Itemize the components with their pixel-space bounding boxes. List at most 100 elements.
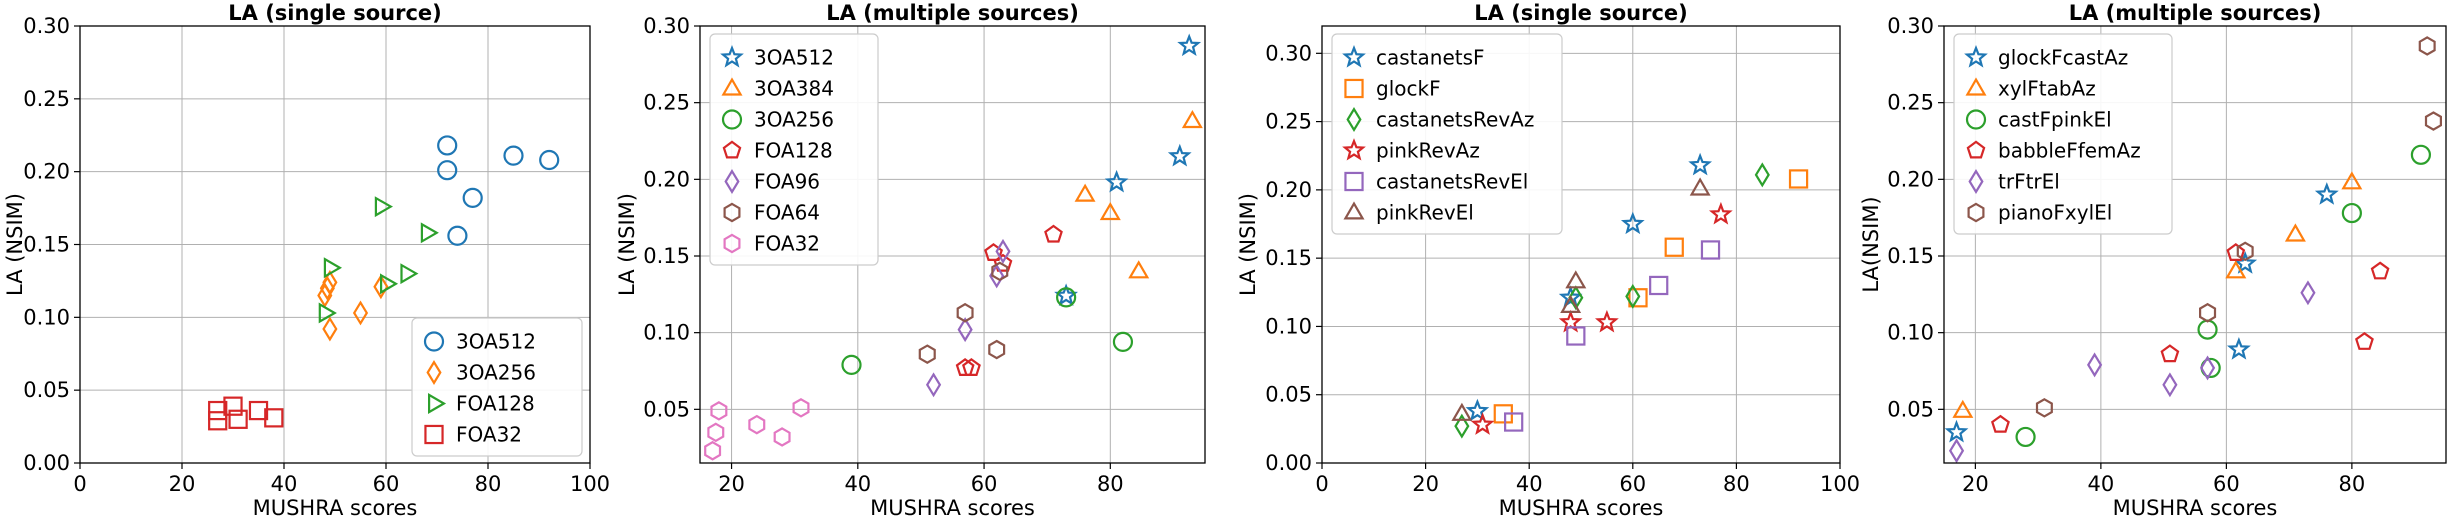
chart-2: 20 40 60 80 0.05 0.10 0.15 0.20 0.25 0.30 LA (mult… <box>615 1 1206 518</box>
data-point <box>208 411 228 431</box>
data-point <box>1948 438 1965 464</box>
y-tick-label: 0.15 <box>1887 244 1934 268</box>
y-tick-label: 0.30 <box>1265 41 1312 65</box>
data-point <box>2355 331 2374 350</box>
data-point <box>1620 211 1645 235</box>
data-point <box>2225 260 2247 279</box>
data-point <box>437 135 458 156</box>
chart-title: LA (single source) <box>228 1 442 25</box>
x-tick-label: 0 <box>73 472 86 496</box>
legend-marker <box>1965 77 1987 96</box>
data-point <box>248 400 269 421</box>
data-point <box>1649 275 1669 296</box>
series-trFtrEl <box>1948 280 2316 464</box>
data-point <box>1944 419 1969 443</box>
data-point <box>1991 414 2010 433</box>
legend: castanetsF glockF castanetsRevAz pinkRevAz c… <box>1331 33 1563 235</box>
legend-marker <box>1968 169 1984 194</box>
data-point <box>380 273 399 295</box>
data-point <box>2236 241 2254 262</box>
series-glockF <box>1493 169 1809 424</box>
x-tick-label: 20 <box>169 472 196 496</box>
data-point <box>1112 331 1134 352</box>
series-glockFcastAz <box>1944 182 2339 443</box>
data-point <box>773 427 791 447</box>
legend-label: FOA32 <box>754 232 820 256</box>
plot-frame <box>699 25 1206 464</box>
legend-label: FOA128 <box>754 139 833 163</box>
series-FOA64 <box>918 261 1009 364</box>
data-point <box>1565 270 1587 289</box>
data-point <box>2341 202 2362 224</box>
data-point <box>1454 413 1470 439</box>
series-castanetsF <box>1465 152 1713 422</box>
legend-marker <box>1967 202 1985 223</box>
data-point <box>1628 288 1648 308</box>
data-point <box>1177 33 1202 57</box>
data-point <box>2087 352 2103 378</box>
y-tick-label: 0.20 <box>643 167 690 191</box>
x-tick-label: 80 <box>2339 472 2366 496</box>
legend: 3OA512 3OA384 3OA256 FOA128 FOA96 FOA64 FOA32 <box>709 33 879 266</box>
series-castanetsRevEl <box>1504 240 1721 432</box>
legend-marker <box>723 233 741 254</box>
legend-label: glockF <box>1376 77 1441 101</box>
y-tick-label: 0.25 <box>1887 91 1934 115</box>
data-point <box>322 269 338 295</box>
series-pinkRevAz <box>1470 201 1733 435</box>
legend-marker <box>724 169 740 194</box>
legend-marker <box>1342 44 1366 68</box>
data-point <box>704 440 722 461</box>
data-point <box>1504 412 1524 432</box>
legend-label: pinkRevEl <box>1376 201 1474 225</box>
series-3OA256 <box>317 269 389 342</box>
y-tick-label: 0.20 <box>1265 178 1312 202</box>
data-point <box>918 344 936 364</box>
data-point <box>1688 152 1713 176</box>
x-axis-label: MUSHRA scores <box>1499 496 1664 518</box>
chart-title: LA (single source) <box>1474 1 1688 25</box>
data-point <box>1700 240 1721 260</box>
data-point <box>1099 202 1121 221</box>
data-point <box>2300 280 2316 306</box>
data-point <box>2160 344 2180 363</box>
y-tick-label: 0.10 <box>1265 314 1312 338</box>
x-tick-label: 60 <box>971 472 998 496</box>
legend-label: castFpinkEl <box>1998 108 2112 132</box>
data-point <box>2370 261 2390 280</box>
data-point <box>420 222 439 244</box>
data-point <box>1788 169 1809 189</box>
series-FOA32 <box>704 398 810 461</box>
legend-label: FOA32 <box>456 423 522 447</box>
data-point <box>957 317 973 343</box>
data-point <box>1044 224 1063 243</box>
data-point <box>2197 319 2218 340</box>
data-point <box>993 253 1013 272</box>
data-point <box>841 354 862 375</box>
legend: 3OA512 3OA256 FOA128 FOA32 <box>411 317 583 457</box>
data-point <box>2015 426 2036 448</box>
legend-label: 3OA384 <box>754 77 834 101</box>
data-point <box>2284 223 2306 242</box>
data-point <box>1689 177 1711 196</box>
y-tick-label: 0.05 <box>643 397 690 421</box>
data-point <box>1470 412 1495 435</box>
data-point <box>1465 398 1490 422</box>
legend-label: xylFtabAz <box>1998 77 2096 101</box>
x-tick-label: 100 <box>1820 472 1860 496</box>
data-point <box>2424 111 2442 131</box>
y-tick-label: 0.20 <box>23 160 70 184</box>
y-tick-label: 0.25 <box>643 91 690 115</box>
data-point <box>2410 144 2431 165</box>
data-point <box>988 339 1006 360</box>
data-point <box>2035 398 2053 418</box>
data-point <box>1451 402 1473 421</box>
series-FOA32 <box>208 396 284 431</box>
legend-label: babbleFfemAz <box>1998 139 2141 163</box>
legend-label: pianoFxylEl <box>1998 201 2112 225</box>
y-tick-label: 0.10 <box>1887 321 1934 345</box>
legend-label: trFtrEl <box>1998 170 2060 194</box>
legend-marker <box>721 77 743 96</box>
data-point <box>2226 337 2251 360</box>
legend-marker <box>720 44 744 68</box>
